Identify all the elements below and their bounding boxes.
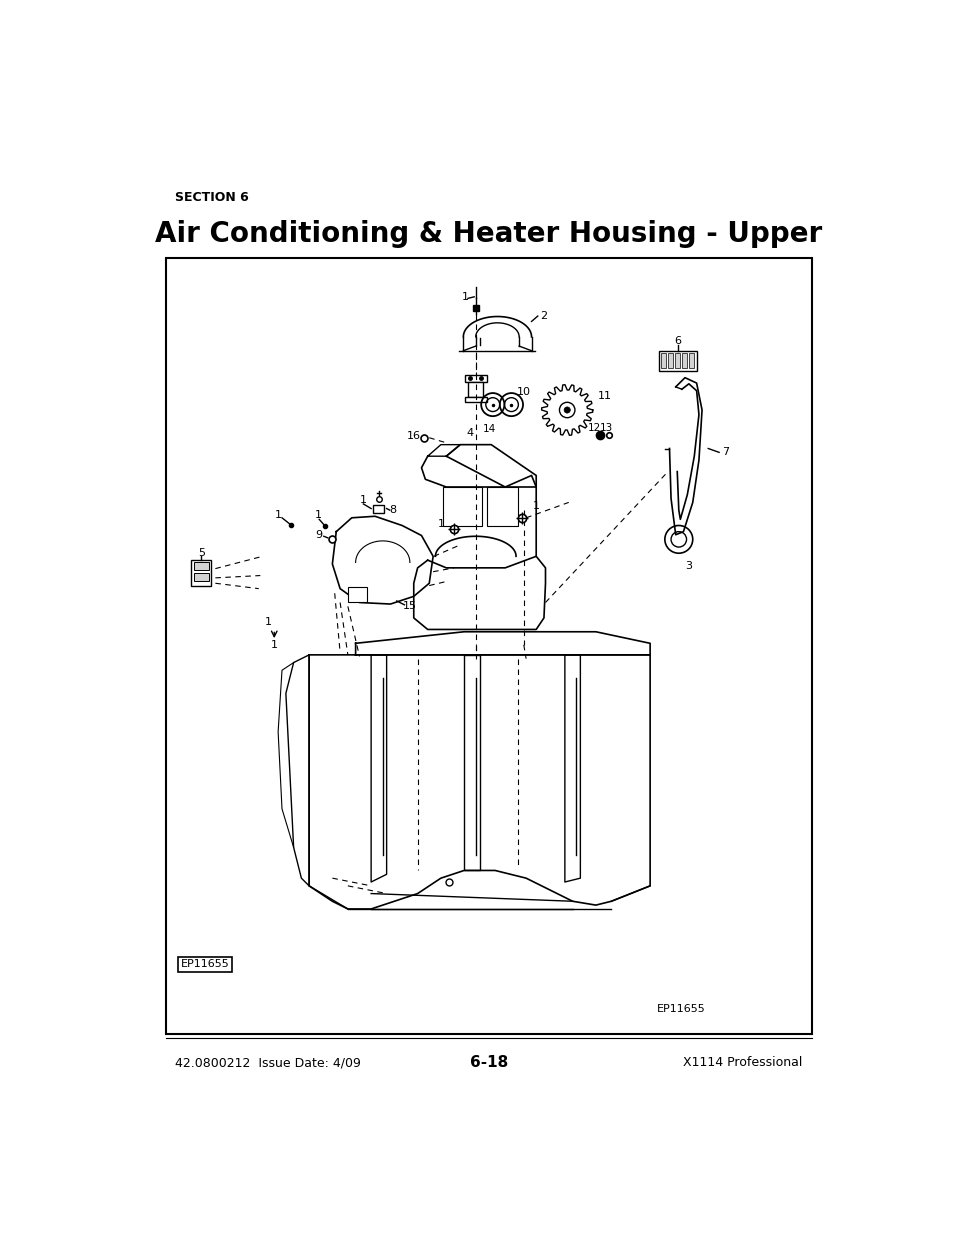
- Bar: [659, 351, 696, 370]
- Text: 1: 1: [359, 495, 367, 505]
- Text: 5: 5: [197, 548, 205, 558]
- Text: 1: 1: [461, 291, 468, 301]
- Bar: [681, 353, 686, 368]
- Circle shape: [563, 406, 570, 412]
- Bar: [487, 487, 517, 526]
- Bar: [193, 562, 209, 571]
- Bar: [166, 258, 811, 1035]
- Bar: [688, 353, 693, 368]
- Text: 9: 9: [314, 530, 322, 540]
- Text: 15: 15: [402, 601, 416, 611]
- Bar: [667, 353, 672, 368]
- Text: 42.0800212  Issue Date: 4/09: 42.0800212 Issue Date: 4/09: [174, 1056, 360, 1070]
- Bar: [464, 375, 486, 382]
- Text: EP11655: EP11655: [657, 1004, 705, 1014]
- Text: 6-18: 6-18: [469, 1056, 508, 1071]
- Bar: [443, 487, 481, 526]
- Bar: [464, 396, 486, 401]
- Text: 13: 13: [598, 424, 612, 433]
- Text: 14: 14: [482, 425, 496, 435]
- Bar: [348, 587, 367, 603]
- Text: 7: 7: [721, 447, 728, 457]
- Text: X1114 Professional: X1114 Professional: [682, 1056, 802, 1070]
- Bar: [468, 382, 483, 396]
- Text: 1: 1: [271, 640, 277, 650]
- Text: EP11655: EP11655: [181, 960, 230, 969]
- Bar: [373, 505, 384, 514]
- Text: 3: 3: [684, 562, 692, 572]
- Text: 8: 8: [389, 505, 396, 515]
- Text: 1: 1: [436, 519, 444, 529]
- Text: 6: 6: [674, 336, 680, 346]
- Text: 11: 11: [597, 391, 611, 401]
- Text: 16: 16: [406, 431, 420, 441]
- Text: 1: 1: [265, 616, 272, 626]
- Text: Air Conditioning & Heater Housing - Upper: Air Conditioning & Heater Housing - Uppe…: [155, 220, 821, 248]
- Bar: [193, 573, 209, 580]
- Text: 1: 1: [274, 510, 281, 520]
- Text: SECTION 6: SECTION 6: [174, 190, 249, 204]
- Text: 12: 12: [587, 424, 600, 433]
- Text: 1: 1: [532, 501, 539, 511]
- Text: 1: 1: [314, 510, 321, 520]
- Text: 4: 4: [465, 429, 473, 438]
- Bar: [192, 561, 212, 587]
- Bar: [674, 353, 679, 368]
- Bar: [178, 957, 233, 972]
- Text: 10: 10: [517, 388, 530, 398]
- Text: 2: 2: [539, 311, 547, 321]
- Bar: [660, 353, 665, 368]
